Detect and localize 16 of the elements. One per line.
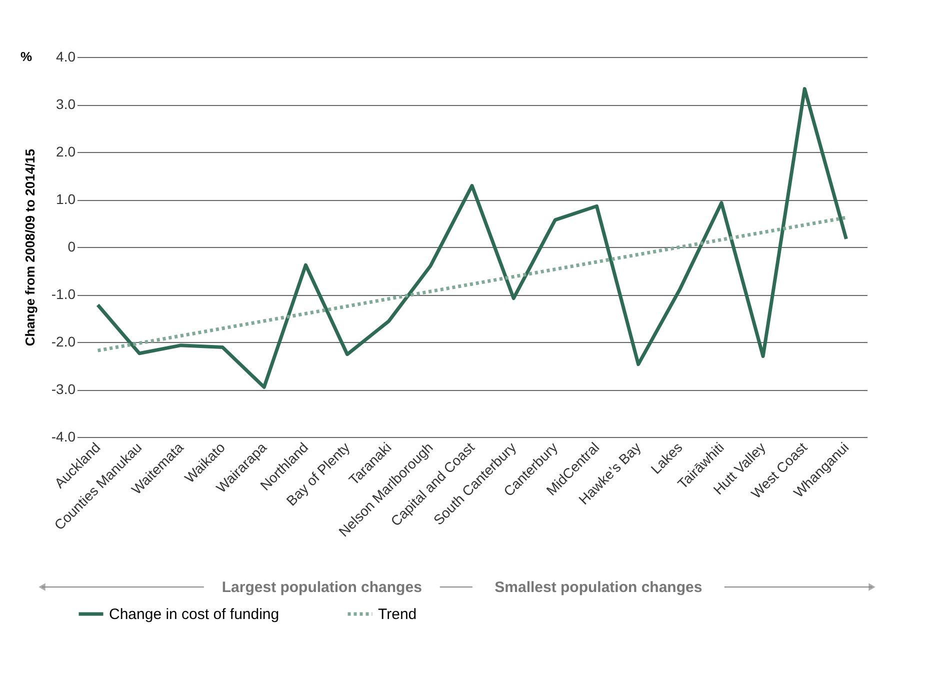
y-tick-label: 3.0: [56, 96, 76, 112]
legend-label: Trend: [378, 606, 417, 623]
text: Largest population changes: [222, 579, 422, 596]
text: %: [20, 49, 32, 64]
legend-label: Change in cost of funding: [109, 606, 280, 623]
y-tick-label: -2.0: [51, 334, 76, 350]
text: Smallest population changes: [494, 579, 702, 596]
y-tick-label: -3.0: [51, 381, 76, 397]
line-series: [96, 87, 848, 389]
y-tick-label: 0: [68, 238, 76, 254]
y-tick-label: 2.0: [56, 144, 76, 160]
y-tick-label: -1.0: [51, 286, 76, 302]
y-tick-label: 4.0: [56, 48, 76, 64]
y-tick-label: -4.0: [51, 428, 76, 444]
y-axis-title: Change from 2008/09 to 2014/15: [22, 148, 38, 346]
y-tick-label: 1.0: [56, 191, 76, 207]
